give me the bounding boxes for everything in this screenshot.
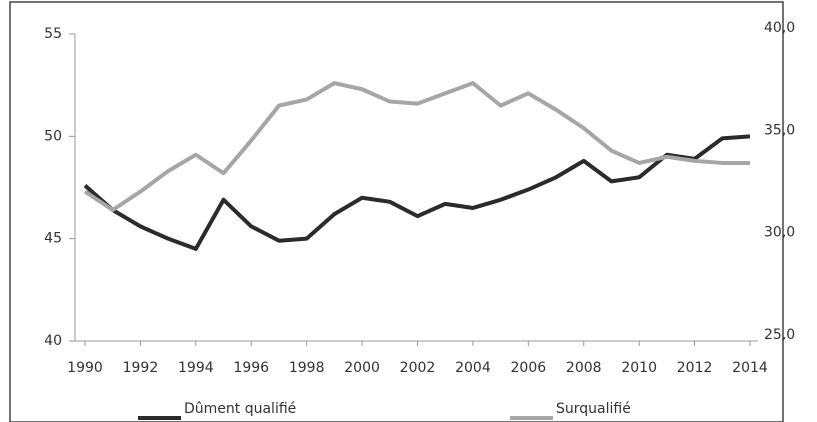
frame <box>9 1 784 422</box>
y-tick-label: 40 <box>44 333 62 349</box>
x-tick-label: 2010 <box>621 360 657 376</box>
x-tick-label: 1998 <box>289 360 325 376</box>
x-tick-label: 1994 <box>178 360 214 376</box>
x-tick-label: 2014 <box>732 360 768 376</box>
y2-tick-label: 25,0 <box>764 327 795 343</box>
x-tick-label: 2008 <box>566 360 602 376</box>
x-tick-label: 1990 <box>67 360 103 376</box>
x-tick-label: 2004 <box>455 360 491 376</box>
x-tick-label: 2012 <box>677 360 713 376</box>
y-tick-label: 50 <box>44 128 62 144</box>
x-tick-label: 1992 <box>123 360 159 376</box>
x-tick-label: 2002 <box>400 360 436 376</box>
y2-tick-label: 30,0 <box>764 225 795 241</box>
y-tick-label: 55 <box>44 26 62 42</box>
y-tick-label: 45 <box>44 231 62 247</box>
legend-label: Surqualifié <box>556 401 631 417</box>
legend-label: Dûment qualifié <box>184 401 296 417</box>
series-line <box>83 81 750 213</box>
x-tick-label: 1996 <box>233 360 269 376</box>
series-line <box>83 134 751 251</box>
x-tick-label: 2006 <box>511 360 547 376</box>
x-tick-label: 2000 <box>344 360 380 376</box>
y2-tick-label: 35,0 <box>764 122 795 138</box>
y2-tick-label: 40,0 <box>764 20 795 36</box>
